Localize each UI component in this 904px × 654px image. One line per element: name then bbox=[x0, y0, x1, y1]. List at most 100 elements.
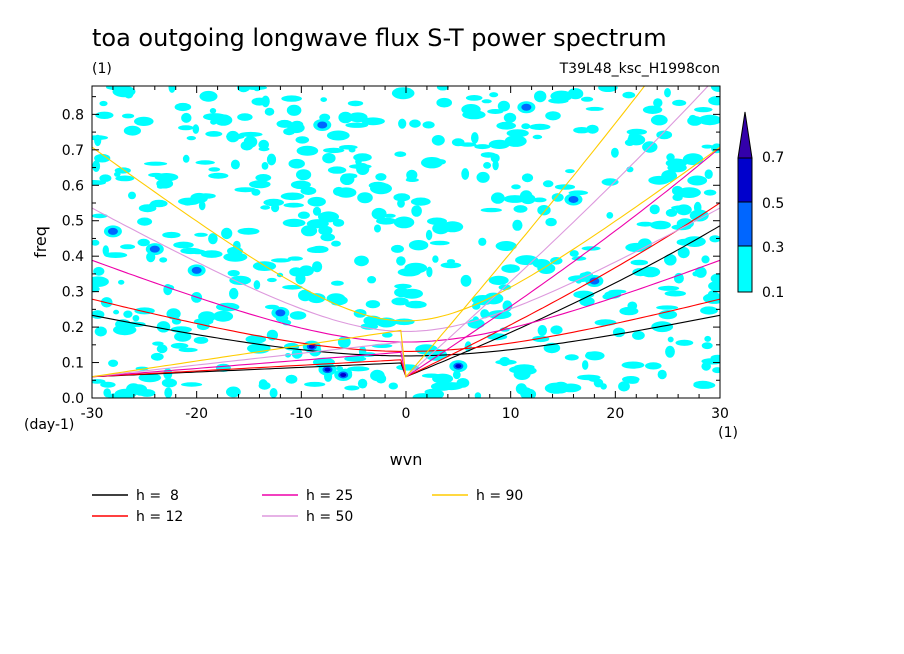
power-patch bbox=[123, 310, 133, 318]
power-patch bbox=[229, 275, 252, 285]
power-shading bbox=[92, 86, 720, 398]
power-patch bbox=[707, 290, 719, 300]
power-patch bbox=[308, 219, 316, 226]
power-patch bbox=[645, 362, 662, 370]
power-patch bbox=[240, 140, 254, 151]
power-patch bbox=[394, 151, 407, 157]
power-patch bbox=[320, 233, 336, 242]
power-patch bbox=[318, 211, 339, 223]
power-patch bbox=[545, 217, 557, 227]
power-patch bbox=[712, 367, 720, 374]
power-patch bbox=[388, 382, 398, 390]
power-patch bbox=[567, 88, 584, 100]
power-patch bbox=[511, 184, 521, 190]
power-patch bbox=[537, 325, 547, 336]
power-patch bbox=[665, 158, 688, 168]
power-patch bbox=[174, 331, 192, 342]
power-patch bbox=[573, 290, 595, 299]
power-patch bbox=[628, 132, 637, 143]
curve-90-upper bbox=[92, 146, 720, 322]
power-patch bbox=[677, 187, 701, 199]
power-patch bbox=[354, 255, 369, 267]
power-patch bbox=[664, 254, 677, 266]
power-patch bbox=[357, 378, 368, 389]
legend-label: h = 50 bbox=[306, 509, 353, 525]
power-patch bbox=[99, 100, 108, 107]
power-patch bbox=[430, 382, 454, 391]
power-patch bbox=[664, 88, 671, 98]
power-patch bbox=[159, 257, 168, 263]
x-tick-label: 10 bbox=[502, 406, 520, 422]
power-patch bbox=[569, 250, 579, 257]
power-patch bbox=[621, 361, 645, 369]
power-patch bbox=[123, 125, 141, 136]
power-patch bbox=[271, 258, 291, 263]
power-patch bbox=[656, 130, 673, 140]
power-patch bbox=[198, 201, 206, 211]
colorbar-box bbox=[737, 201, 753, 247]
power-patch bbox=[710, 273, 720, 284]
power-patch bbox=[156, 184, 165, 189]
power-patch bbox=[495, 241, 517, 251]
power-patch bbox=[178, 347, 198, 353]
power-patch bbox=[221, 227, 233, 240]
power-patch bbox=[261, 162, 269, 170]
power-patch bbox=[391, 87, 415, 100]
power-patch bbox=[226, 386, 241, 398]
power-patch bbox=[410, 197, 431, 206]
y-tick-label: 0.4 bbox=[62, 249, 84, 265]
power-patch bbox=[675, 339, 694, 346]
power-patch bbox=[341, 173, 358, 179]
power-patch bbox=[318, 225, 333, 236]
power-patch bbox=[683, 236, 706, 248]
power-patch bbox=[323, 147, 345, 154]
power-patch bbox=[229, 287, 239, 300]
power-patch bbox=[677, 247, 690, 259]
power-patch bbox=[391, 297, 409, 306]
power-patch bbox=[356, 163, 370, 175]
y-tick-label: 0.0 bbox=[62, 391, 84, 407]
power-patch bbox=[317, 121, 328, 129]
power-patch bbox=[436, 86, 449, 91]
power-patch bbox=[382, 332, 393, 338]
power-patch bbox=[168, 86, 176, 93]
power-patch bbox=[92, 276, 109, 287]
power-patch bbox=[331, 280, 344, 286]
legend-label: h = 8 bbox=[136, 488, 179, 504]
power-patch bbox=[709, 235, 720, 243]
power-patch bbox=[287, 256, 303, 261]
power-patch bbox=[408, 240, 429, 251]
power-patch bbox=[348, 112, 368, 123]
power-patch bbox=[258, 146, 270, 152]
power-patch bbox=[347, 100, 364, 107]
power-patch bbox=[601, 178, 619, 186]
power-patch bbox=[104, 252, 128, 258]
power-patch bbox=[324, 367, 331, 372]
power-patch bbox=[534, 90, 547, 103]
power-patch bbox=[521, 173, 534, 183]
power-patch bbox=[355, 157, 362, 166]
power-patch bbox=[375, 173, 387, 181]
y-unit-label: (day-1) bbox=[24, 417, 74, 433]
power-patch bbox=[487, 109, 504, 114]
power-patch bbox=[465, 95, 483, 101]
power-patch bbox=[701, 342, 713, 350]
power-patch bbox=[122, 113, 135, 119]
power-patch bbox=[164, 387, 173, 398]
power-patch bbox=[687, 116, 703, 126]
chart-subtitle-right: T39L48_ksc_H1998con bbox=[559, 61, 720, 77]
power-patch bbox=[365, 300, 381, 309]
power-patch bbox=[347, 366, 370, 372]
power-patch bbox=[92, 239, 100, 246]
legend-label: h = 25 bbox=[306, 488, 353, 504]
power-patch bbox=[488, 139, 510, 149]
power-patch bbox=[622, 376, 640, 383]
power-patch bbox=[602, 294, 612, 300]
power-patch bbox=[710, 86, 720, 92]
power-patch bbox=[92, 213, 108, 219]
power-patch bbox=[529, 123, 551, 130]
power-patch bbox=[152, 341, 164, 346]
x-tick-label: 20 bbox=[606, 406, 624, 422]
power-patch bbox=[178, 125, 194, 131]
power-patch bbox=[665, 208, 678, 217]
